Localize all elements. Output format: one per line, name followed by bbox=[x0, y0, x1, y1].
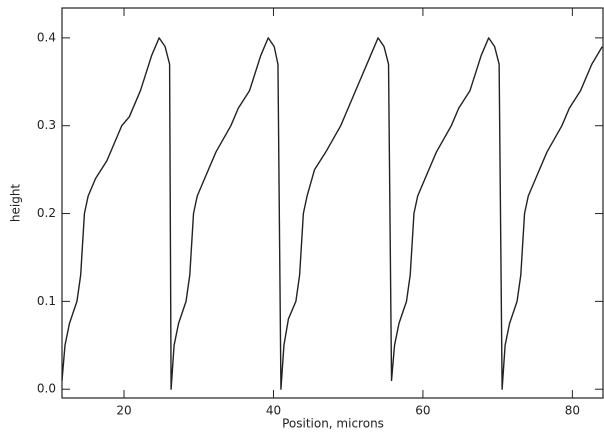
y-tick-label: 0.2 bbox=[37, 206, 56, 220]
y-tick-label: 0.0 bbox=[37, 382, 56, 396]
x-axis-label: Position, microns bbox=[282, 417, 384, 431]
x-tick-label: 20 bbox=[116, 404, 131, 418]
y-tick-label: 0.1 bbox=[37, 294, 56, 308]
data-line bbox=[61, 37, 603, 390]
x-tick-label: 40 bbox=[266, 404, 281, 418]
y-axis-label: height bbox=[9, 184, 23, 223]
x-tick-label: 60 bbox=[415, 404, 430, 418]
plot-frame bbox=[61, 7, 604, 399]
y-tick-label: 0.3 bbox=[37, 118, 56, 132]
y-tick-label: 0.4 bbox=[37, 30, 56, 44]
x-tick-label: 80 bbox=[565, 404, 580, 418]
